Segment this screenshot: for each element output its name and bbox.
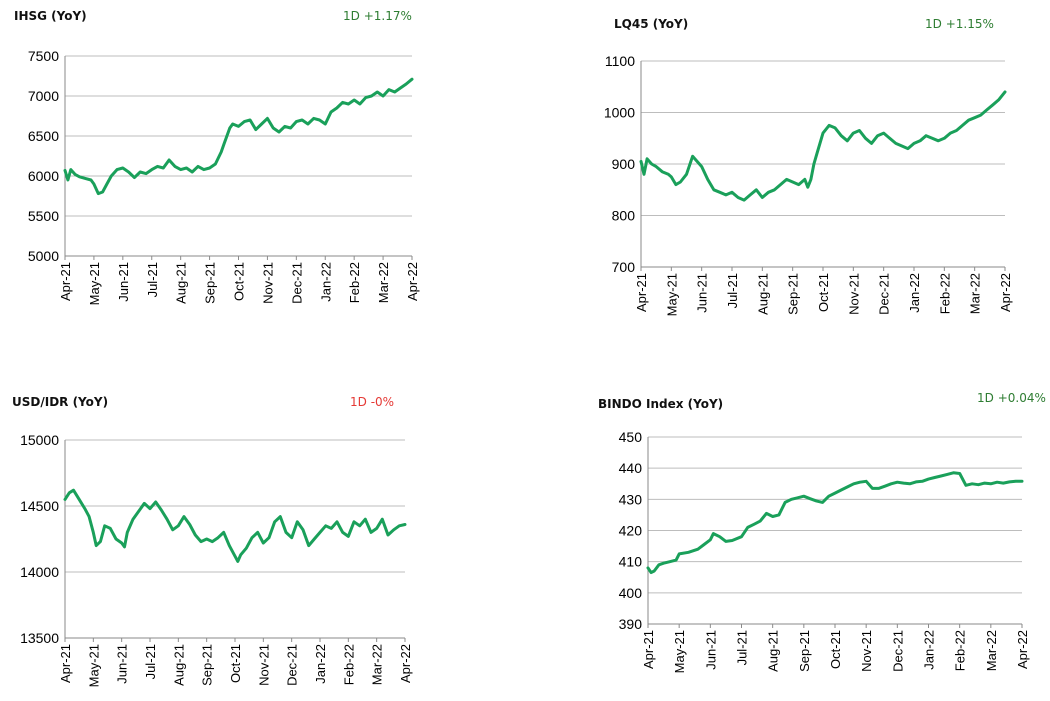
lq45-line-chart: 700 800 900 1000 1100 Apr-21 May-21 Jun-21 Jul-2… xyxy=(604,53,1013,316)
y-tick-label: 800 xyxy=(612,208,636,224)
chart-title: BINDO Index (YoY) xyxy=(598,397,724,411)
x-tick-label: Jun-21 xyxy=(115,644,130,684)
x-tick-label: Dec-21 xyxy=(877,273,892,315)
y-tick-label: 14500 xyxy=(20,498,59,514)
x-tick-label: Feb-22 xyxy=(937,273,952,314)
x-tick-label: Sep-21 xyxy=(786,273,801,315)
x-tick-label: Aug-21 xyxy=(755,273,770,315)
x-tick-label: Jun-21 xyxy=(703,630,718,670)
x-tick-label: Sep-21 xyxy=(203,262,218,304)
change-annotation: 1D +1.17% xyxy=(343,9,412,23)
x-tick-label: Jul-21 xyxy=(143,644,158,679)
y-tick-label: 5000 xyxy=(28,248,59,264)
x-tick-label: Aug-21 xyxy=(174,262,189,304)
x-tick-label: Apr-22 xyxy=(998,273,1013,312)
x-tick-label: Apr-21 xyxy=(641,630,656,669)
y-tick-label: 450 xyxy=(619,429,643,445)
x-tick-label: May-21 xyxy=(664,273,679,316)
x-tick-label: Dec-21 xyxy=(285,644,300,686)
x-tick-label: Oct-21 xyxy=(816,273,831,312)
y-tick-label: 900 xyxy=(612,156,636,172)
bindo-chart-panel: BINDO Index (YoY) 1D +0.04% 390 400 410 420… xyxy=(525,350,1050,701)
x-tick-label: Oct-21 xyxy=(232,262,247,301)
change-annotation: 1D +1.15% xyxy=(925,17,994,31)
y-tick-label: 440 xyxy=(619,460,643,476)
y-tick-label: 7000 xyxy=(28,88,59,104)
y-tick-label: 15000 xyxy=(20,432,59,448)
x-tick-label: Mar-22 xyxy=(376,262,391,303)
x-tick-label: Feb-22 xyxy=(341,644,356,685)
y-tick-label: 1100 xyxy=(605,53,635,69)
y-tick-label: 6000 xyxy=(28,168,59,184)
x-tick-label: Apr-22 xyxy=(398,644,413,683)
x-tick-label: Apr-21 xyxy=(58,262,73,301)
series-line xyxy=(63,488,407,563)
x-tick-label: Jun-21 xyxy=(695,273,710,313)
usdidr-chart-panel: USD/IDR (YoY) 1D -0% 13500 14000 14500 1500… xyxy=(0,350,525,701)
x-tick-label: May-21 xyxy=(87,262,102,305)
y-tick-label: 14000 xyxy=(20,564,59,580)
x-tick-label: Jan-22 xyxy=(922,630,937,670)
y-tick-label: 5500 xyxy=(28,208,59,224)
x-tick-label: Dec-21 xyxy=(890,630,905,672)
x-tick-label: May-21 xyxy=(86,644,101,687)
lq45-chart-panel: LQ45 (YoY) 1D +1.15% 700 800 900 1000 1100 Ap… xyxy=(525,0,1050,350)
x-tick-label: Jul-21 xyxy=(725,273,740,308)
x-tick-label: Jan-22 xyxy=(313,644,328,684)
bindo-line-chart: 390 400 410 420 430 440 450 Apr-21 May-21 Jun-21 J… xyxy=(619,429,1030,673)
x-tick-label: Dec-21 xyxy=(289,262,304,304)
x-tick-label: Nov-21 xyxy=(846,273,861,315)
chart-title: USD/IDR (YoY) xyxy=(12,395,109,409)
x-tick-label: May-21 xyxy=(672,630,687,673)
x-tick-label: Jan-22 xyxy=(318,262,333,302)
y-tick-label: 390 xyxy=(619,616,643,632)
x-tick-label: Apr-22 xyxy=(405,262,420,301)
x-tick-label: Apr-22 xyxy=(1015,630,1030,669)
x-tick-label: Mar-22 xyxy=(984,630,999,671)
y-tick-label: 1000 xyxy=(604,105,635,121)
y-tick-label: 400 xyxy=(619,585,643,601)
x-tick-label: Oct-21 xyxy=(228,644,243,683)
y-tick-label: 430 xyxy=(619,491,643,507)
series-line xyxy=(63,77,414,196)
x-tick-label: Feb-22 xyxy=(347,262,362,303)
y-tick-label: 700 xyxy=(612,259,636,275)
x-tick-label: Nov-21 xyxy=(260,262,275,304)
x-tick-label: Nov-21 xyxy=(256,644,271,686)
change-annotation: 1D -0% xyxy=(350,395,395,409)
chart-title: IHSG (YoY) xyxy=(14,9,87,23)
x-tick-label: Feb-22 xyxy=(953,630,968,671)
x-tick-label: Oct-21 xyxy=(828,630,843,669)
x-tick-label: Apr-21 xyxy=(58,644,73,683)
x-tick-label: Sep-21 xyxy=(200,644,215,686)
ihsg-line-chart: 5000 5500 6000 6500 7000 7500 Apr-21 May-21 Jun-… xyxy=(28,48,420,305)
y-tick-label: 420 xyxy=(619,523,643,539)
x-tick-label: Sep-21 xyxy=(797,630,812,672)
x-tick-label: Aug-21 xyxy=(171,644,186,686)
x-tick-label: Mar-22 xyxy=(968,273,983,314)
y-tick-label: 6500 xyxy=(28,128,59,144)
series-line xyxy=(639,90,1007,202)
x-tick-label: Aug-21 xyxy=(766,630,781,672)
y-tick-label: 7500 xyxy=(28,48,59,64)
change-annotation: 1D +0.04% xyxy=(977,391,1046,405)
usdidr-line-chart: 13500 14000 14500 15000 Apr-21 May-21 Jun-21 Ju… xyxy=(20,432,413,687)
x-tick-label: Jun-21 xyxy=(116,262,131,302)
x-tick-label: Jul-21 xyxy=(145,262,160,297)
x-tick-label: Jul-21 xyxy=(735,630,750,665)
x-tick-label: Nov-21 xyxy=(859,630,874,672)
chart-title: LQ45 (YoY) xyxy=(614,17,689,31)
x-tick-label: Apr-21 xyxy=(634,273,649,312)
y-tick-label: 13500 xyxy=(20,630,59,646)
x-tick-label: Jan-22 xyxy=(907,273,922,313)
y-tick-label: 410 xyxy=(619,554,643,570)
x-tick-label: Mar-22 xyxy=(370,644,385,685)
ihsg-chart-panel: IHSG (YoY) 1D +1.17% 5000 5500 6000 6500 700… xyxy=(0,0,525,350)
series-line xyxy=(646,471,1024,575)
